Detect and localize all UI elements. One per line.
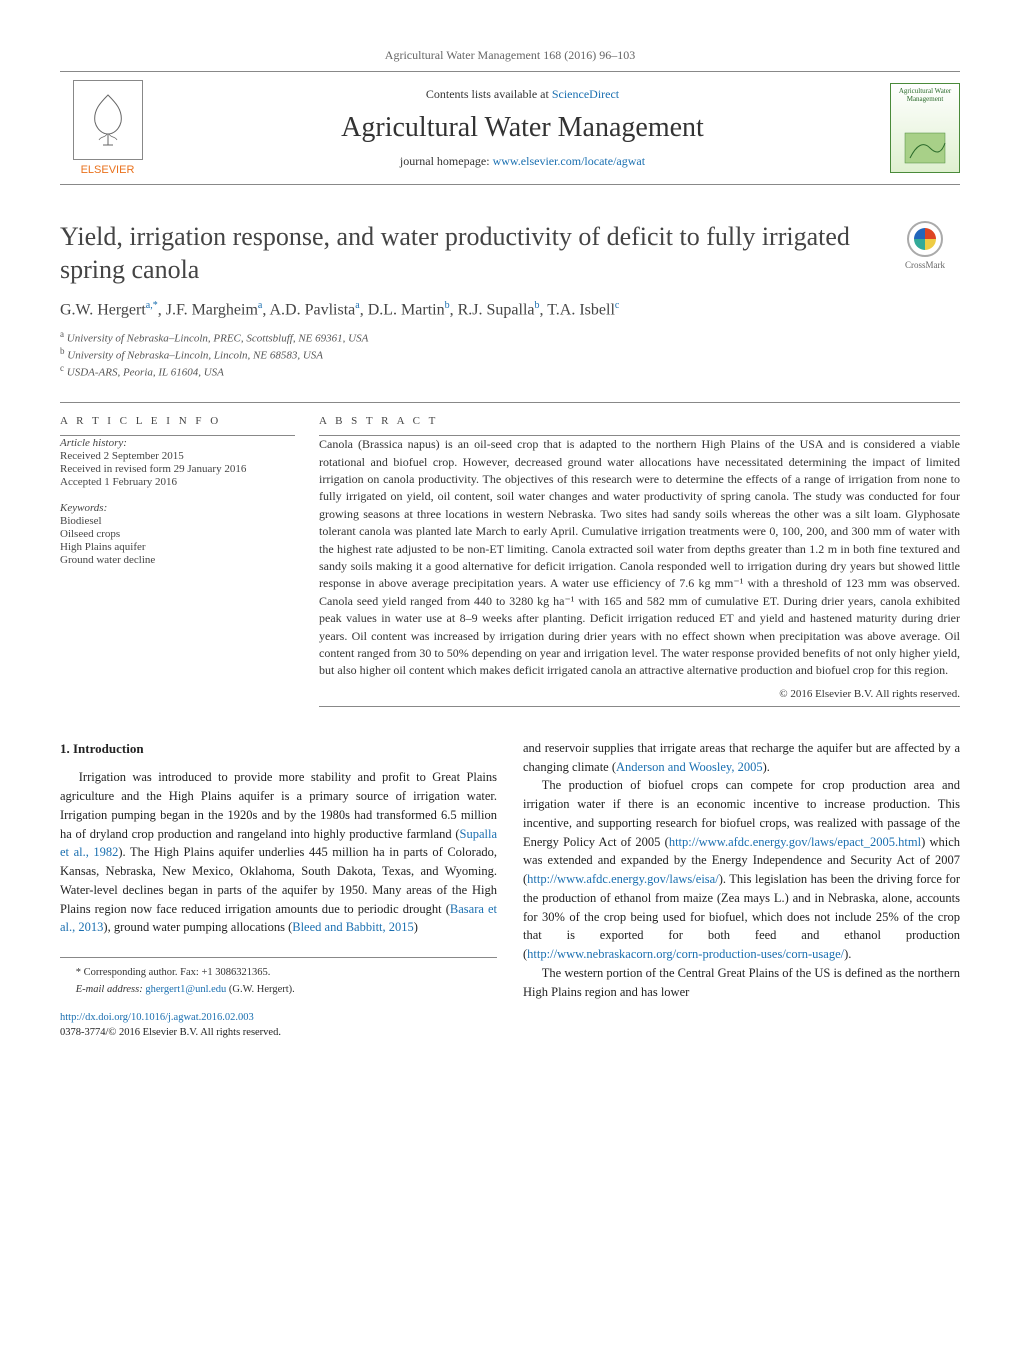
corr-author-line: * Corresponding author. Fax: +1 30863213…: [60, 965, 497, 981]
affiliations: a University of Nebraska–Lincoln, PREC, …: [60, 329, 960, 378]
intro-p1: Irrigation was introduced to provide mor…: [60, 768, 497, 937]
masthead-center: Contents lists available at ScienceDirec…: [155, 87, 890, 169]
homepage-prefix: journal homepage:: [400, 154, 493, 168]
ref-anderson-woosley-2005[interactable]: Anderson and Woosley, 2005: [616, 760, 763, 774]
corr-email-link[interactable]: ghergert1@unl.edu: [145, 984, 226, 995]
journal-name: Agricultural Water Management: [155, 112, 890, 144]
crossmark-icon: [907, 221, 943, 257]
body-columns: 1. Introduction Irrigation was introduce…: [60, 739, 960, 1041]
article-history: Article history: Received 2 September 20…: [60, 437, 295, 488]
keyword: High Plains aquifer: [60, 541, 295, 553]
body-col-left: 1. Introduction Irrigation was introduce…: [60, 739, 497, 1041]
corresponding-author-footer: * Corresponding author. Fax: +1 30863213…: [60, 957, 497, 998]
abstract-head: a b s t r a c t: [319, 415, 960, 427]
tree-icon: [83, 90, 133, 150]
intro-p1-cont: and reservoir supplies that irrigate are…: [523, 739, 960, 777]
link-nebraskacorn[interactable]: http://www.nebraskacorn.org/corn-product…: [527, 947, 844, 961]
lists-available: Contents lists available at ScienceDirec…: [155, 87, 890, 102]
article-info-head: a r t i c l e i n f o: [60, 415, 295, 427]
article-title: Yield, irrigation response, and water pr…: [60, 221, 878, 286]
issn-line: 0378-3774/© 2016 Elsevier B.V. All right…: [60, 1027, 281, 1038]
homepage-link[interactable]: www.elsevier.com/locate/agwat: [493, 154, 646, 168]
affiliation: c USDA-ARS, Peoria, IL 61604, USA: [60, 363, 960, 379]
intro-p2: The production of biofuel crops can comp…: [523, 776, 960, 964]
divider: [319, 706, 960, 707]
author-sup: b: [445, 300, 450, 311]
intro-p3: The western portion of the Central Great…: [523, 964, 960, 1002]
journal-ref: Agricultural Water Management 168 (2016)…: [60, 48, 960, 63]
crossmark-label: CrossMark: [905, 260, 945, 270]
author-sup: a: [258, 300, 262, 311]
copyright: © 2016 Elsevier B.V. All rights reserved…: [319, 688, 960, 700]
affiliation: b University of Nebraska–Lincoln, Lincol…: [60, 346, 960, 362]
author-sup: b: [534, 300, 539, 311]
abstract-column: a b s t r a c t Canola (Brassica napus) …: [319, 415, 960, 706]
history-revised: Received in revised form 29 January 2016: [60, 463, 295, 475]
author-sup: c: [615, 300, 619, 311]
keyword: Ground water decline: [60, 554, 295, 566]
crossmark-badge[interactable]: CrossMark: [890, 221, 960, 286]
keywords-block: Keywords: BiodieselOilseed cropsHigh Pla…: [60, 502, 295, 566]
author-sup: a: [355, 300, 359, 311]
corr-email-line: E-mail address: ghergert1@unl.edu (G.W. …: [60, 982, 497, 998]
elsevier-tree-icon: [73, 80, 143, 160]
link-epact-2005[interactable]: http://www.afdc.energy.gov/laws/epact_20…: [669, 835, 921, 849]
sciencedirect-link[interactable]: ScienceDirect: [552, 87, 619, 101]
link-eisa[interactable]: http://www.afdc.energy.gov/laws/eisa/: [527, 872, 719, 886]
keyword: Biodiesel: [60, 515, 295, 527]
history-received: Received 2 September 2015: [60, 450, 295, 462]
journal-homepage: journal homepage: www.elsevier.com/locat…: [155, 154, 890, 169]
author-sup: a,*: [146, 300, 158, 311]
lists-available-prefix: Contents lists available at: [426, 87, 552, 101]
doi-block: http://dx.doi.org/10.1016/j.agwat.2016.0…: [60, 1010, 497, 1042]
keywords-head: Keywords:: [60, 502, 295, 514]
masthead: ELSEVIER Contents lists available at Sci…: [60, 71, 960, 185]
journal-cover-icon: Agricultural Water Management: [890, 83, 960, 173]
cover-art-icon: [900, 128, 950, 168]
affiliation: a University of Nebraska–Lincoln, PREC, …: [60, 329, 960, 345]
ref-bleed-babbitt-2015[interactable]: Bleed and Babbitt, 2015: [292, 920, 414, 934]
section-1-head: 1. Introduction: [60, 739, 497, 759]
keyword: Oilseed crops: [60, 528, 295, 540]
article-info-column: a r t i c l e i n f o Article history: R…: [60, 415, 295, 706]
publisher-block: ELSEVIER: [60, 80, 155, 176]
history-accepted: Accepted 1 February 2016: [60, 476, 295, 488]
divider: [60, 435, 295, 436]
cover-title: Agricultural Water Management: [895, 88, 955, 103]
abstract-text: Canola (Brassica napus) is an oil-seed c…: [319, 436, 960, 679]
history-head: Article history:: [60, 437, 295, 449]
publisher-name: ELSEVIER: [81, 164, 135, 176]
author-list: G.W. Hergerta,*, J.F. Margheima, A.D. Pa…: [60, 300, 960, 319]
doi-link[interactable]: http://dx.doi.org/10.1016/j.agwat.2016.0…: [60, 1012, 254, 1023]
body-col-right: and reservoir supplies that irrigate are…: [523, 739, 960, 1041]
